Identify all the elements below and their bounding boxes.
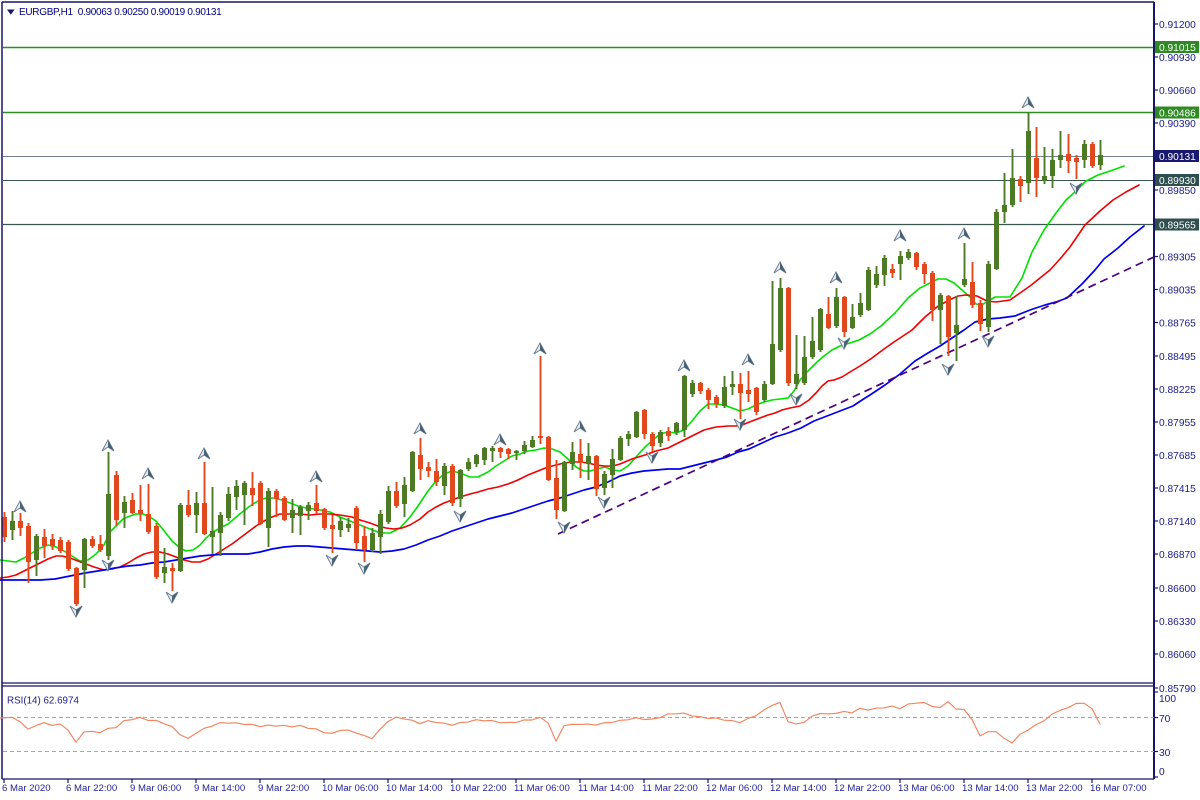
svg-text:0: 0 bbox=[1159, 767, 1165, 778]
svg-text:10 Mar 22:00: 10 Mar 22:00 bbox=[450, 783, 507, 794]
svg-text:12 Mar 06:00: 12 Mar 06:00 bbox=[706, 783, 763, 794]
svg-text:10 Mar 14:00: 10 Mar 14:00 bbox=[386, 783, 443, 794]
svg-text:11 Mar 06:00: 11 Mar 06:00 bbox=[514, 783, 570, 794]
svg-text:13 Mar 06:00: 13 Mar 06:00 bbox=[898, 783, 955, 794]
svg-text:0.88225: 0.88225 bbox=[1159, 385, 1196, 396]
svg-text:0.90486: 0.90486 bbox=[1159, 109, 1196, 120]
svg-text:9 Mar 22:00: 9 Mar 22:00 bbox=[258, 783, 309, 794]
svg-text:70: 70 bbox=[1159, 714, 1171, 725]
svg-text:16 Mar 07:00: 16 Mar 07:00 bbox=[1090, 783, 1147, 794]
svg-text:12 Mar 22:00: 12 Mar 22:00 bbox=[834, 783, 891, 794]
svg-text:0.85790: 0.85790 bbox=[1159, 684, 1196, 695]
svg-text:13 Mar 22:00: 13 Mar 22:00 bbox=[1026, 783, 1083, 794]
svg-text:9 Mar 14:00: 9 Mar 14:00 bbox=[194, 783, 245, 794]
svg-text:0.89305: 0.89305 bbox=[1159, 253, 1196, 264]
svg-text:0.89930: 0.89930 bbox=[1159, 176, 1196, 187]
svg-text:0.86870: 0.86870 bbox=[1159, 550, 1196, 561]
svg-text:0.86330: 0.86330 bbox=[1159, 617, 1196, 628]
svg-text:0.87955: 0.87955 bbox=[1159, 418, 1196, 429]
svg-text:0.89850: 0.89850 bbox=[1159, 186, 1196, 197]
svg-text:0.89565: 0.89565 bbox=[1159, 221, 1196, 232]
svg-text:6 Mar 2020: 6 Mar 2020 bbox=[2, 783, 51, 794]
svg-text:0.86060: 0.86060 bbox=[1159, 650, 1196, 661]
svg-text:0.86600: 0.86600 bbox=[1159, 584, 1196, 595]
svg-text:100: 100 bbox=[1159, 694, 1176, 705]
svg-text:0.91015: 0.91015 bbox=[1159, 43, 1196, 54]
svg-text:RSI(14) 62.6974: RSI(14) 62.6974 bbox=[7, 696, 79, 707]
svg-text:0.90930: 0.90930 bbox=[1159, 53, 1196, 64]
svg-text:0.90131: 0.90131 bbox=[1159, 152, 1196, 163]
svg-text:0.90660: 0.90660 bbox=[1159, 86, 1196, 97]
svg-text:0.88495: 0.88495 bbox=[1159, 352, 1196, 363]
svg-text:0.90390: 0.90390 bbox=[1159, 119, 1196, 130]
svg-text:30: 30 bbox=[1159, 748, 1171, 759]
svg-text:11 Mar 14:00: 11 Mar 14:00 bbox=[578, 783, 634, 794]
svg-text:0.88765: 0.88765 bbox=[1159, 319, 1196, 330]
svg-text:0.87685: 0.87685 bbox=[1159, 451, 1196, 462]
svg-text:0.87415: 0.87415 bbox=[1159, 484, 1196, 495]
svg-text:11 Mar 22:00: 11 Mar 22:00 bbox=[642, 783, 698, 794]
svg-text:EURGBP,H1 0.90063 0.90250 0.9: EURGBP,H1 0.90063 0.90250 0.90019 0.9013… bbox=[19, 7, 222, 18]
svg-text:0.89035: 0.89035 bbox=[1159, 286, 1196, 297]
svg-text:13 Mar 14:00: 13 Mar 14:00 bbox=[962, 783, 1019, 794]
svg-text:10 Mar 06:00: 10 Mar 06:00 bbox=[322, 783, 379, 794]
svg-text:12 Mar 14:00: 12 Mar 14:00 bbox=[770, 783, 827, 794]
svg-text:6 Mar 22:00: 6 Mar 22:00 bbox=[66, 783, 117, 794]
svg-text:0.87140: 0.87140 bbox=[1159, 517, 1196, 528]
svg-text:9 Mar 06:00: 9 Mar 06:00 bbox=[130, 783, 181, 794]
svg-text:0.91200: 0.91200 bbox=[1159, 20, 1196, 31]
